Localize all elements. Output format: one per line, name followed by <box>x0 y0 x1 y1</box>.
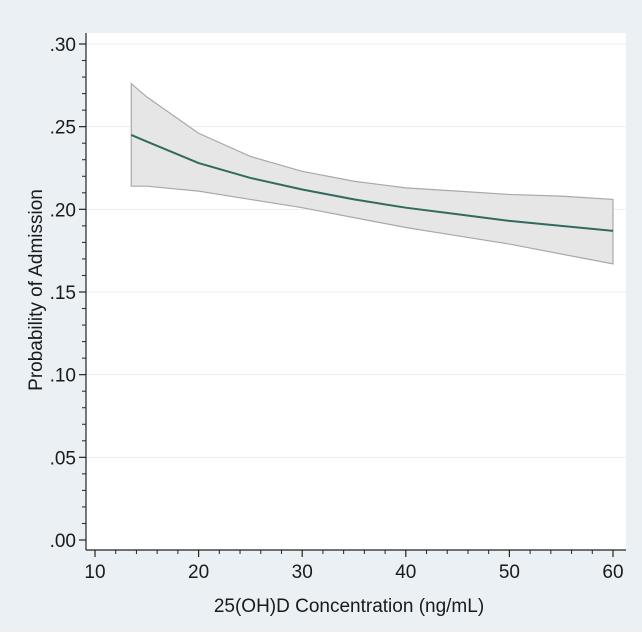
y-tick-label: .25 <box>50 118 76 139</box>
x-tick-label: 60 <box>602 562 623 583</box>
y-tick-label: .00 <box>50 531 76 552</box>
y-tick-label: .15 <box>50 283 76 304</box>
x-tick-label: 50 <box>499 562 520 583</box>
y-axis-label: Probability of Admission <box>26 189 47 391</box>
y-tick-label: .05 <box>50 448 76 469</box>
x-tick-label: 30 <box>292 562 313 583</box>
x-tick-label: 20 <box>188 562 209 583</box>
y-axis-ticks: .00 .05 .10 .15 .20 .25 .30 <box>50 35 86 552</box>
series-line <box>130 134 614 232</box>
y-tick-label: .10 <box>50 366 76 387</box>
x-axis-ticks: 10 20 30 40 50 60 <box>84 550 624 583</box>
x-tick-label: 40 <box>395 562 416 583</box>
series-lines <box>130 134 614 232</box>
y-tick-label: .30 <box>50 35 76 56</box>
x-axis-label: 25(OH)D Concentration (ng/mL) <box>214 596 484 617</box>
y-tick-label: .20 <box>50 200 76 221</box>
x-tick-label: 10 <box>84 562 105 583</box>
